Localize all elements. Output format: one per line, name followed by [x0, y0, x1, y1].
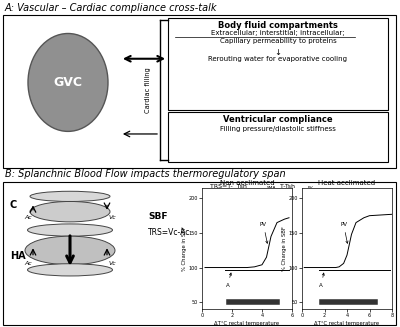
- Text: A: A: [319, 273, 324, 288]
- Text: Extracellular; interstitial; intracellular;: Extracellular; interstitial; intracellul…: [211, 30, 345, 36]
- Text: A: A: [226, 273, 232, 288]
- Bar: [168, 18, 388, 110]
- Text: TRS=Vc-Ac: TRS=Vc-Ac: [148, 228, 190, 237]
- Text: A: Vascular – Cardiac compliance cross-talk: A: Vascular – Cardiac compliance cross-t…: [5, 3, 218, 13]
- Text: PV: PV: [260, 222, 268, 243]
- Text: ↓: ↓: [274, 48, 282, 58]
- Text: T-Tsh: T-Tsh: [278, 184, 295, 189]
- Ellipse shape: [25, 236, 115, 265]
- Text: Body fluid compartments: Body fluid compartments: [218, 21, 338, 30]
- Text: PV: PV: [340, 222, 348, 243]
- Text: Ac: Ac: [24, 261, 32, 266]
- Bar: [168, 112, 388, 162]
- Bar: [3, 182, 396, 325]
- Ellipse shape: [30, 201, 110, 222]
- Bar: [3, 15, 396, 168]
- Text: PV: PV: [308, 186, 314, 190]
- Text: Capillary permeability to proteins: Capillary permeability to proteins: [220, 38, 336, 44]
- Text: TRS=T-  Tsh: TRS=T- Tsh: [210, 184, 247, 189]
- Text: HA: HA: [10, 250, 26, 261]
- Text: Filling pressure/diastolic stiffness: Filling pressure/diastolic stiffness: [220, 126, 336, 132]
- Text: Vc: Vc: [108, 215, 116, 220]
- Ellipse shape: [30, 191, 110, 201]
- Text: SMA: SMA: [267, 186, 276, 190]
- Text: C: C: [10, 199, 17, 210]
- Text: Ac: Ac: [24, 215, 32, 220]
- Y-axis label: % Change in SBF: % Change in SBF: [182, 226, 187, 271]
- Ellipse shape: [28, 33, 108, 131]
- Text: GVC: GVC: [54, 76, 82, 89]
- Ellipse shape: [28, 224, 112, 236]
- Text: Ventricular compliance: Ventricular compliance: [223, 115, 333, 124]
- X-axis label: ΔT°C rectal temperature: ΔT°C rectal temperature: [214, 321, 280, 326]
- X-axis label: ΔT°C rectal temperature: ΔT°C rectal temperature: [314, 321, 380, 326]
- Title: Heat acclimated: Heat acclimated: [318, 180, 376, 186]
- Text: Rerouting water for evaporative cooling: Rerouting water for evaporative cooling: [208, 56, 348, 62]
- Y-axis label: % Change in SBF: % Change in SBF: [282, 226, 287, 271]
- Title: Non acclimated: Non acclimated: [220, 180, 274, 186]
- Text: Vc: Vc: [108, 261, 116, 266]
- Text: SBF: SBF: [148, 212, 168, 221]
- Ellipse shape: [28, 264, 112, 276]
- Text: Cardiac filling: Cardiac filling: [145, 67, 151, 112]
- Text: B: Splanchnic Blood Flow impacts thermoregulatory span: B: Splanchnic Blood Flow impacts thermor…: [5, 169, 286, 179]
